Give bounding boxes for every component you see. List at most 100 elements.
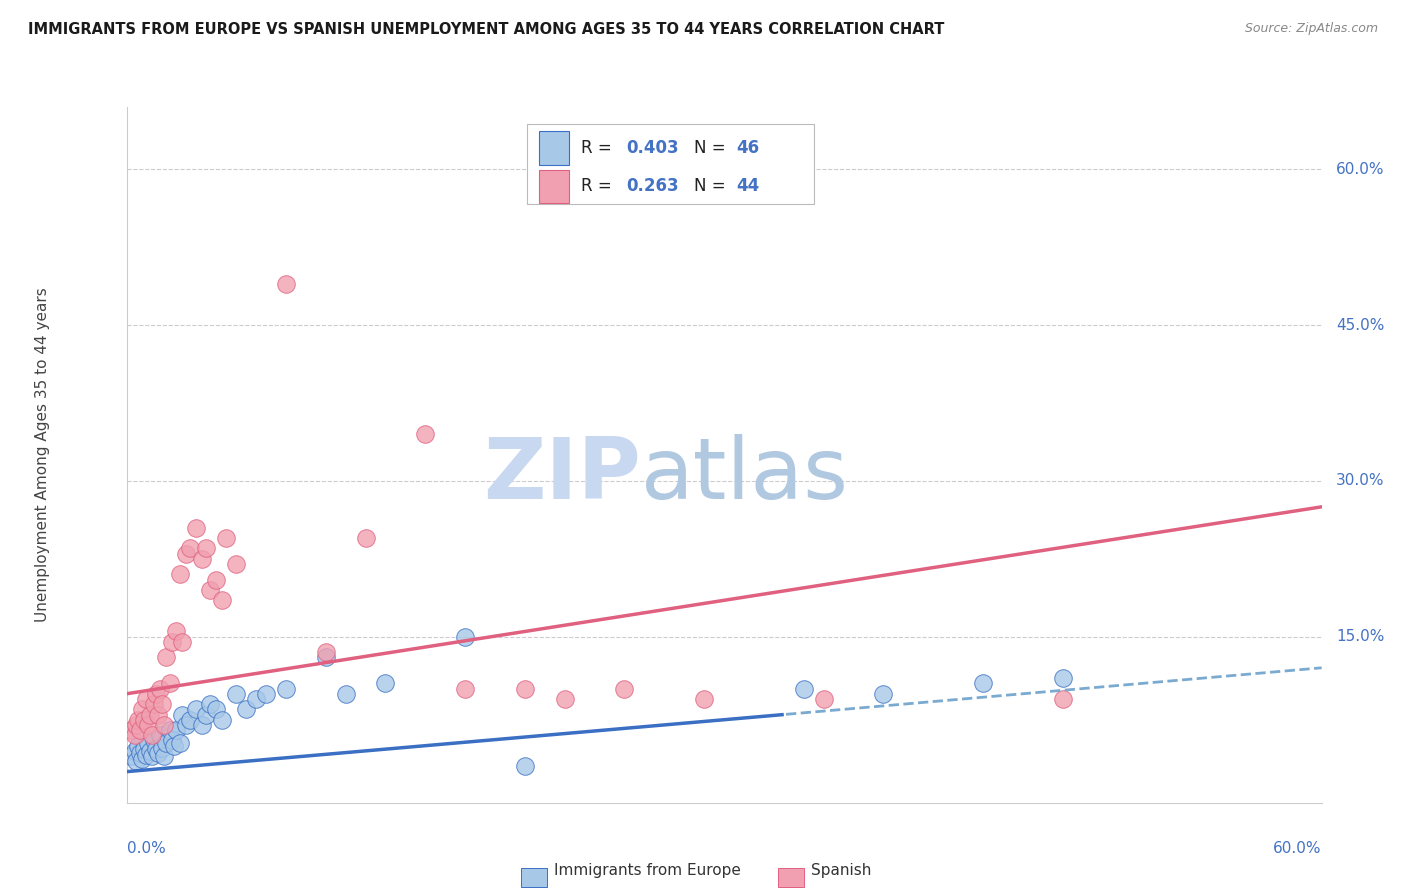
Bar xyxy=(520,868,547,887)
Point xyxy=(172,635,194,649)
Point xyxy=(135,692,157,706)
Point xyxy=(186,702,208,716)
Point xyxy=(162,635,184,649)
Text: 60.0%: 60.0% xyxy=(1336,161,1385,177)
Text: N =: N = xyxy=(695,139,731,157)
Point xyxy=(1052,692,1074,706)
Point xyxy=(315,645,337,659)
Point xyxy=(120,723,142,738)
Text: atlas: atlas xyxy=(640,434,848,517)
Point xyxy=(134,741,156,756)
Text: 44: 44 xyxy=(737,178,759,195)
Point xyxy=(813,692,835,706)
Point xyxy=(153,718,176,732)
Point xyxy=(195,707,218,722)
Point xyxy=(454,630,477,644)
Bar xyxy=(538,169,569,203)
Point xyxy=(165,723,187,738)
Text: 0.403: 0.403 xyxy=(626,139,679,157)
Point xyxy=(159,723,181,738)
Point xyxy=(972,676,994,690)
Point xyxy=(872,687,894,701)
Point xyxy=(613,681,636,696)
Point xyxy=(513,759,536,773)
Point xyxy=(139,707,162,722)
Point xyxy=(143,733,166,747)
Point xyxy=(169,567,191,582)
Point xyxy=(141,749,163,764)
Text: IMMIGRANTS FROM EUROPE VS SPANISH UNEMPLOYMENT AMONG AGES 35 TO 44 YEARS CORRELA: IMMIGRANTS FROM EUROPE VS SPANISH UNEMPL… xyxy=(28,22,945,37)
Point xyxy=(143,697,166,711)
Point xyxy=(149,681,172,696)
Point xyxy=(195,541,218,556)
Point xyxy=(225,687,247,701)
Point xyxy=(162,733,184,747)
Point xyxy=(793,681,815,696)
Point xyxy=(413,427,436,442)
Point xyxy=(125,718,148,732)
Point xyxy=(169,735,191,749)
Bar xyxy=(538,131,569,165)
Point xyxy=(1052,671,1074,685)
Point xyxy=(454,681,477,696)
Point xyxy=(129,723,152,738)
Point xyxy=(693,692,716,706)
Point xyxy=(191,551,214,566)
Point xyxy=(205,573,228,587)
Point xyxy=(150,697,174,711)
Point xyxy=(354,531,377,545)
Point xyxy=(245,692,267,706)
Point xyxy=(155,650,177,665)
Point xyxy=(186,520,208,534)
Text: Unemployment Among Ages 35 to 44 years: Unemployment Among Ages 35 to 44 years xyxy=(35,287,51,623)
Point xyxy=(513,681,536,696)
Point xyxy=(200,582,222,597)
Point xyxy=(215,531,238,545)
Point xyxy=(120,749,142,764)
FancyBboxPatch shape xyxy=(527,124,814,204)
Point xyxy=(138,718,160,732)
Point xyxy=(254,687,277,701)
Text: 30.0%: 30.0% xyxy=(1336,474,1385,489)
Point xyxy=(159,676,181,690)
Point xyxy=(554,692,576,706)
Point xyxy=(374,676,396,690)
Point xyxy=(145,741,167,756)
Point xyxy=(155,735,177,749)
Point xyxy=(163,739,186,753)
Point xyxy=(274,277,297,291)
Point xyxy=(127,739,149,753)
Point xyxy=(174,718,197,732)
Point xyxy=(205,702,228,716)
Point xyxy=(129,746,152,760)
Point xyxy=(274,681,297,696)
Point xyxy=(139,744,162,758)
Point xyxy=(141,728,163,742)
Point xyxy=(127,713,149,727)
Text: Spanish: Spanish xyxy=(811,863,872,879)
Text: 46: 46 xyxy=(737,139,759,157)
Point xyxy=(145,687,167,701)
Point xyxy=(148,707,170,722)
Point xyxy=(200,697,222,711)
Point xyxy=(165,624,187,639)
Point xyxy=(315,650,337,665)
Point xyxy=(211,593,233,607)
Text: 0.0%: 0.0% xyxy=(127,841,166,856)
Point xyxy=(174,547,197,561)
Point xyxy=(124,744,146,758)
Point xyxy=(211,713,233,727)
Text: 15.0%: 15.0% xyxy=(1336,629,1385,644)
Text: 60.0%: 60.0% xyxy=(1274,841,1322,856)
Text: 45.0%: 45.0% xyxy=(1336,318,1385,333)
Point xyxy=(124,728,146,742)
Point xyxy=(179,713,201,727)
Point xyxy=(150,740,174,755)
Point xyxy=(131,752,153,766)
Point xyxy=(191,718,214,732)
Point xyxy=(134,713,156,727)
Point xyxy=(125,754,148,768)
Point xyxy=(225,557,247,571)
Text: Immigrants from Europe: Immigrants from Europe xyxy=(554,863,741,879)
Point xyxy=(138,735,160,749)
